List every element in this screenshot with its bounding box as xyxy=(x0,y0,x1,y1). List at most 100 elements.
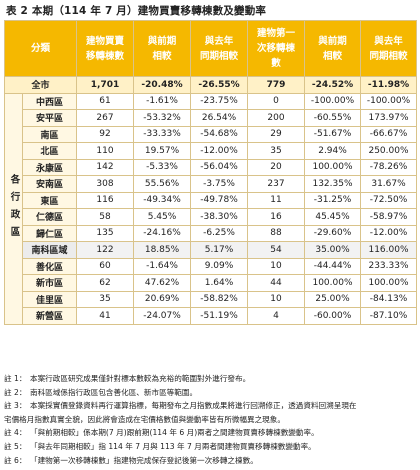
footnote: 註 5： 「與去年同期相較」指 114 年 7 月與 113 年 7 月兩者間建物… xyxy=(4,440,416,454)
header-first-transfer-count: 建物第一 次移轉棟數 xyxy=(247,20,306,77)
table-cell: 237 xyxy=(247,175,306,193)
district-name: 歸仁區 xyxy=(21,224,78,242)
table-cell: -84.13% xyxy=(360,290,418,308)
table-cell: -44.44% xyxy=(304,257,362,275)
district-name: 北區 xyxy=(21,142,78,160)
table-cell: 116 xyxy=(76,191,135,209)
header-vs-previous: 與前期 相較 xyxy=(133,20,192,77)
footnote-continuation: 宅價格月指數真實全貌，因此將會造成在宅價格數值與變動率皆有所微幅異之現象。 xyxy=(4,414,285,424)
table-cell: 135 xyxy=(76,224,135,242)
table-cell: -3.75% xyxy=(190,175,249,193)
header-first-vs-previous: 與前期 相較 xyxy=(304,20,362,77)
table-cell: 0 xyxy=(247,92,306,110)
footnote-key: 註 5： xyxy=(4,441,27,451)
table-cell: -1.61% xyxy=(133,92,192,110)
table-cell: 10 xyxy=(247,290,306,308)
table-cell: 2.94% xyxy=(304,142,362,160)
table-cell: 4 xyxy=(247,307,306,325)
table-cell: 25.00% xyxy=(304,290,362,308)
table-cell: -58.97% xyxy=(360,208,418,226)
table-row: 善化區 60 -1.64% 9.09% 10 -44.44% 233.33% xyxy=(5,257,418,275)
table-row: 南區 92 -33.33% -54.68% 29 -51.67% -66.67% xyxy=(5,125,418,143)
footnote: 註 4： 「與前期相較」係本期(7 月)跟前期(114 年 6 月)兩者之間建物買… xyxy=(4,426,416,440)
table-cell: -51.19% xyxy=(190,307,249,325)
table-cell: 20 xyxy=(247,158,306,176)
table-cell: 5.17% xyxy=(190,241,249,259)
table-cell: 18.85% xyxy=(133,241,192,259)
table-row: 仁德區 58 5.45% -38.30% 16 45.45% -58.97% xyxy=(5,208,418,226)
header-vs-last-year: 與去年 同期相較 xyxy=(190,20,249,77)
table-cell: -78.26% xyxy=(360,158,418,176)
footnote: 註 3： 本案採實價登錄資料再行運算指標，每期發布之月指數成果將進行回溯修正，透過… xyxy=(4,399,416,413)
table-cell: 233.33% xyxy=(360,257,418,275)
footnote-text: 「與去年同期相較」指 114 年 7 月與 113 年 7 月兩者間建物買賣移轉… xyxy=(30,441,316,451)
transaction-table: 分類 建物買賣 移轉棟數 與前期 相較 與去年 同期相較 建物第一 次移轉棟數 與前期相… xyxy=(3,20,418,325)
table-cell: -100.00% xyxy=(304,92,362,110)
table-cell: -23.75% xyxy=(190,92,249,110)
table-cell: -100.00% xyxy=(360,92,418,110)
city-value: -26.55% xyxy=(190,76,249,94)
district-name: 永康區 xyxy=(21,158,78,176)
table-cell: 20.69% xyxy=(133,290,192,308)
table-cell: -87.10% xyxy=(360,307,418,325)
district-name: 新市區 xyxy=(21,274,78,292)
table-cell: -1.64% xyxy=(133,257,192,275)
city-value: -24.52% xyxy=(304,76,362,94)
table-cell: 41 xyxy=(76,307,135,325)
table-cell: 308 xyxy=(76,175,135,193)
table-row: 安平區 267 -53.32% 26.54% 200 -60.55% 173.97% xyxy=(5,109,418,127)
district-name: 安平區 xyxy=(21,109,78,127)
table-cell: -58.82% xyxy=(190,290,249,308)
city-value: -11.98% xyxy=(360,76,418,94)
table-cell: 9.09% xyxy=(190,257,249,275)
table-row: 永康區 142 -5.33% -56.04% 20 100.00% -78.26% xyxy=(5,158,418,176)
table-cell: 16 xyxy=(247,208,306,226)
table-cell: -66.67% xyxy=(360,125,418,143)
table-cell: 200 xyxy=(247,109,306,127)
table-row: 各行政區 中西區 61 -1.61% -23.75% 0 -100.00% -100.00% xyxy=(4,92,418,325)
table-row: 北區 110 19.57% -12.00% 35 2.94% 250.00% xyxy=(5,142,418,160)
table-cell: -51.67% xyxy=(304,125,362,143)
footnote: 註 1： 本案行政區研究成果僅針對標本數較為充裕的範圍對外進行發布。 xyxy=(4,372,416,386)
table-cell: 100.00% xyxy=(304,158,362,176)
table-cell: 58 xyxy=(76,208,135,226)
table-cell: -12.00% xyxy=(190,142,249,160)
district-name: 南區 xyxy=(21,125,78,143)
header-first-vs-last-year: 與去年 同期相較 xyxy=(360,20,418,77)
table-cell: 11 xyxy=(247,191,306,209)
district-name: 南科區域 xyxy=(21,241,78,259)
district-name: 安南區 xyxy=(21,175,78,193)
table-cell: 35 xyxy=(247,142,306,160)
footnote-text: 本案採實價登錄資料再行運算指標，每期發布之月指數成果將進行回溯修正，透過資料回溯… xyxy=(30,401,357,411)
table-title: 表 2 本期（114 年 7 月）建物買賣移轉棟數及變動率 xyxy=(6,5,267,17)
table-cell: -54.68% xyxy=(190,125,249,143)
table-cell: -31.25% xyxy=(304,191,362,209)
table-cell: 31.67% xyxy=(360,175,418,193)
table-row: 東區 116 -49.34% -49.78% 11 -31.25% -72.50% xyxy=(5,191,418,209)
footnote: 註 2： 南科區域係指行政區包含善化區、新市區等範圍。 xyxy=(4,386,416,400)
table-cell: 61 xyxy=(76,92,135,110)
footnote-text: 「建物第一次移轉棟數」指建物完成保存登記後第一次移轉之棟數。 xyxy=(30,455,258,465)
district-group-label: 各行政區 xyxy=(4,92,23,325)
city-name: 全市 xyxy=(3,76,78,94)
table-cell: 62 xyxy=(76,274,135,292)
table-cell: -33.33% xyxy=(133,125,192,143)
footnotes: 註 1： 本案行政區研究成果僅針對標本數較為充裕的範圍對外進行發布。註 2： 南科區… xyxy=(4,372,416,467)
table-row: 佳里區 35 20.69% -58.82% 10 25.00% -84.13% xyxy=(5,290,418,308)
table-cell: -49.34% xyxy=(133,191,192,209)
table-row: 歸仁區 135 -24.16% -6.25% 88 -29.60% -12.00% xyxy=(5,224,418,242)
table-cell: 54 xyxy=(247,241,306,259)
table-cell: 132.35% xyxy=(304,175,362,193)
footnote-key: 註 3： xyxy=(4,401,27,411)
table-cell: 55.56% xyxy=(133,175,192,193)
table-cell: -5.33% xyxy=(133,158,192,176)
table-cell: 250.00% xyxy=(360,142,418,160)
table-cell: 116.00% xyxy=(360,241,418,259)
table-cell: 110 xyxy=(76,142,135,160)
district-name: 東區 xyxy=(21,191,78,209)
table-cell: -6.25% xyxy=(190,224,249,242)
footnote-key: 註 1： xyxy=(4,374,27,383)
footnote-text: 南科區域係指行政區包含善化區、新市區等範圍。 xyxy=(30,387,198,397)
table-cell: 29 xyxy=(247,125,306,143)
footnote-key: 註 2： xyxy=(4,387,27,397)
